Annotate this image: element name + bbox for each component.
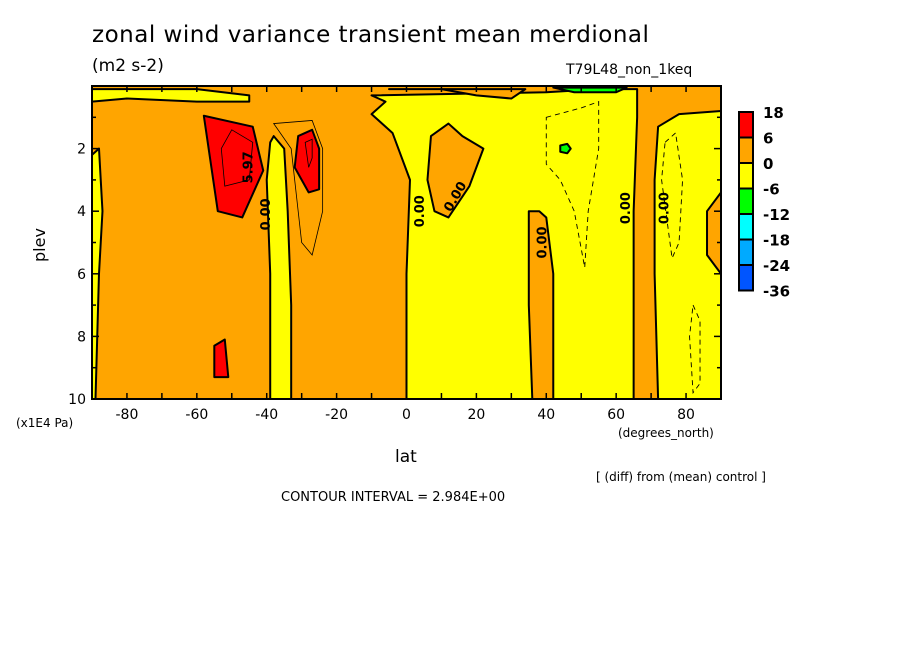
diff-note: [ (diff) from (mean) control ] xyxy=(596,470,766,484)
legend-label: 6 xyxy=(763,130,773,148)
contour-region--6-0 xyxy=(265,135,293,399)
contour-label: 5.97 xyxy=(242,151,257,183)
contour-region--12--6 xyxy=(552,86,628,94)
contour-region-0-6 xyxy=(527,210,555,399)
x-tick-label: 20 xyxy=(467,407,485,423)
legend-label: -12 xyxy=(763,206,790,224)
contour-region-6-18 xyxy=(293,128,321,194)
legend-label: 0 xyxy=(763,155,773,173)
contour-label: 0.00 xyxy=(658,192,673,224)
legend-swatch xyxy=(738,187,754,215)
x-tick-label: 60 xyxy=(607,407,625,423)
x-tick-label: -80 xyxy=(116,407,139,423)
x-tick-label: -20 xyxy=(325,407,348,423)
legend-swatch xyxy=(738,264,754,292)
x-tick-label: 40 xyxy=(537,407,555,423)
legend-label: -18 xyxy=(763,232,790,250)
contour-region-0-6 xyxy=(388,88,527,100)
x-tick-label: -60 xyxy=(185,407,208,423)
contour-line xyxy=(272,120,324,256)
contour-label: 0.00 xyxy=(535,226,550,258)
contour-region-0-6 xyxy=(426,122,485,219)
x-tick-label: -40 xyxy=(255,407,278,423)
x-tick-label: 0 xyxy=(402,407,411,423)
contour-region--6-0 xyxy=(370,88,639,399)
legend-swatch xyxy=(738,162,754,190)
y-axis-units: (x1E4 Pa) xyxy=(16,416,74,430)
y-tick-label: 4 xyxy=(77,204,86,220)
x-tick-label: 80 xyxy=(677,407,695,423)
chart-units: (m2 s-2) xyxy=(92,56,164,76)
y-tick-label: 10 xyxy=(68,392,86,408)
contour-region-0-6 xyxy=(706,191,721,275)
negative-contour-line xyxy=(545,101,600,268)
y-tick-label: 6 xyxy=(77,267,86,283)
legend-swatch xyxy=(738,213,754,241)
contour-region-6-18 xyxy=(213,338,230,379)
chart-title: zonal wind variance transient mean merdi… xyxy=(92,22,650,48)
legend-swatch xyxy=(738,136,754,164)
negative-contour-line xyxy=(689,303,701,394)
legend-swatch xyxy=(738,238,754,266)
legend-label: -6 xyxy=(763,181,780,199)
contour-label: 0.00 xyxy=(619,192,634,224)
contour-region--12--6 xyxy=(559,142,572,155)
legend-swatch xyxy=(738,111,754,139)
x-axis-units: (degrees_north) xyxy=(618,426,714,440)
legend-label: -36 xyxy=(763,283,790,301)
run-label: T79L48_non_1keq xyxy=(566,62,693,78)
negative-contour-line xyxy=(661,132,684,260)
contour-label: 0.00 xyxy=(413,195,428,227)
x-axis-label: lat xyxy=(395,447,417,467)
contour-line xyxy=(304,138,313,168)
contour-label: 0.00 xyxy=(259,198,274,230)
contour-region--6-0 xyxy=(92,88,251,103)
contour-region--6-0 xyxy=(653,110,721,399)
y-tick-label: 2 xyxy=(77,142,86,158)
legend-label: -24 xyxy=(763,257,790,275)
contour-region-6-18 xyxy=(202,114,265,219)
contour-interval: CONTOUR INTERVAL = 2.984E+00 xyxy=(281,490,506,505)
legend-label: 18 xyxy=(763,104,784,122)
y-tick-label: 8 xyxy=(77,329,86,345)
contour-line xyxy=(220,129,254,187)
